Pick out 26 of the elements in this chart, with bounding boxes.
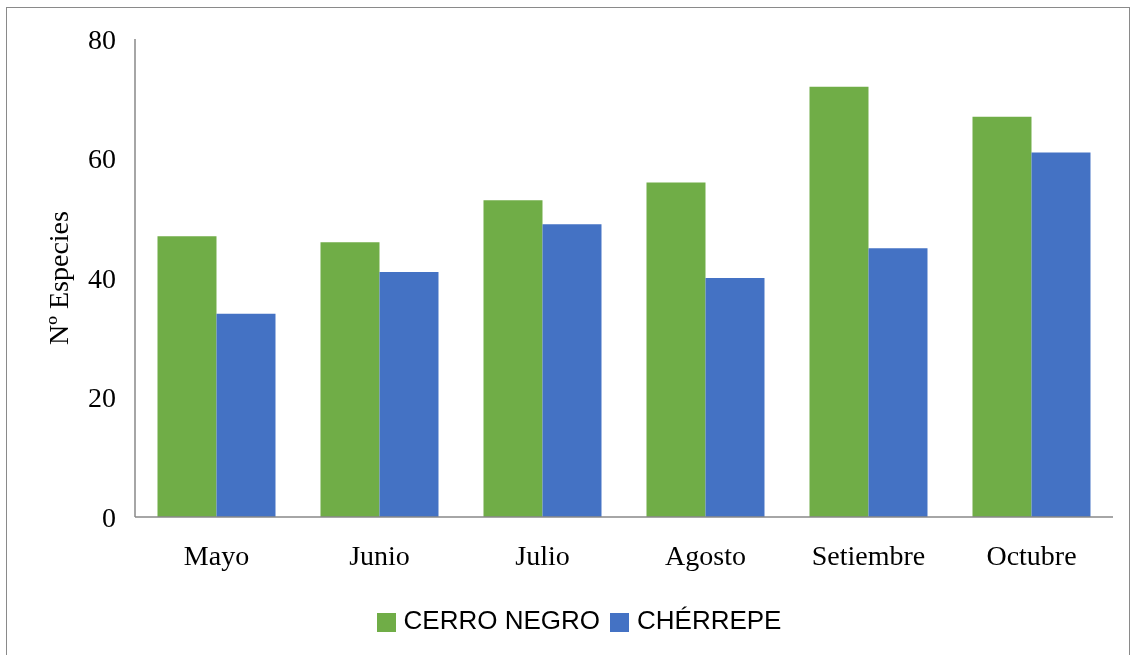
bar bbox=[483, 200, 543, 517]
y-axis-title: Nº Especies bbox=[42, 211, 74, 345]
bar bbox=[868, 248, 928, 517]
x-tick-label: Setiembre bbox=[811, 539, 926, 571]
bar bbox=[216, 313, 276, 517]
y-tick-label: 0 bbox=[102, 501, 116, 533]
bar bbox=[379, 272, 439, 517]
bar bbox=[542, 224, 602, 517]
bar bbox=[972, 116, 1032, 517]
bar bbox=[1031, 152, 1091, 517]
bar bbox=[157, 236, 217, 517]
y-tick-label: 20 bbox=[88, 382, 116, 414]
legend-label: CERRO NEGRO bbox=[403, 605, 600, 635]
bar bbox=[320, 242, 380, 517]
x-tick-label: Agosto bbox=[665, 539, 746, 571]
x-tick-label: Julio bbox=[515, 539, 570, 571]
y-tick-label: 80 bbox=[88, 23, 116, 55]
bar bbox=[705, 278, 765, 517]
legend-label: CHÉRREPE bbox=[636, 605, 782, 635]
y-tick-label: 40 bbox=[88, 262, 116, 294]
bar bbox=[809, 86, 869, 517]
y-tick-label: 60 bbox=[88, 143, 116, 175]
x-tick-label: Junio bbox=[349, 539, 410, 571]
x-tick-label: Octubre bbox=[986, 539, 1077, 571]
x-tick-label: Mayo bbox=[183, 539, 250, 571]
bar bbox=[646, 182, 706, 517]
